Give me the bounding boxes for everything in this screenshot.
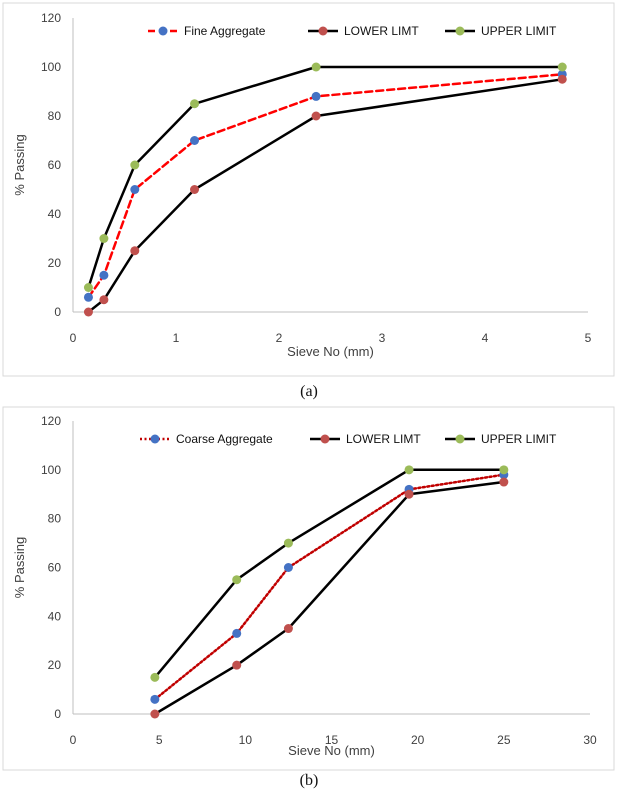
y-tick-label-b: 100 (41, 463, 61, 477)
data-point-b-0 (150, 694, 160, 704)
data-point-b-0 (283, 563, 293, 572)
chart-panel-b: 0 20 40 60 80 100 120 0 5 10 15 20 25 30 Sieve No (mm)… (0, 404, 618, 774)
caption-b: (b) (299, 772, 319, 789)
data-point-b-0 (232, 628, 242, 638)
data-point-a-0 (190, 136, 200, 145)
data-point-a-2 (190, 99, 200, 109)
data-point-b-2 (150, 672, 160, 682)
data-point-b-2 (232, 575, 242, 585)
data-point-a-2 (130, 160, 140, 170)
x-tick-label-b: 20 (411, 733, 425, 747)
data-point-b-2 (283, 538, 293, 548)
legend-label-b-1: LOWER LIMT (346, 432, 421, 446)
y-tick-label-a: 60 (48, 158, 62, 172)
x-axis-title-b: Sieve No (mm) (288, 743, 375, 758)
x-tick-label-a: 5 (585, 331, 592, 345)
y-tick-label-a: 20 (48, 256, 62, 270)
data-point-a-2 (557, 62, 567, 72)
x-tick-label-a: 4 (482, 331, 489, 345)
x-axis-title-a: Sieve No (mm) (287, 344, 374, 359)
caption-a: (a) (300, 383, 318, 400)
y-axis-title-a: % Passing (12, 134, 27, 195)
data-point-a-1 (130, 246, 140, 256)
legend-marker-b-1 (320, 434, 330, 444)
x-tick-label-a: 2 (276, 331, 283, 345)
data-point-a-1 (311, 111, 321, 121)
legend-label-b-2: UPPER LIMIT (481, 432, 557, 446)
data-point-a-2 (99, 234, 109, 243)
data-point-b-1 (283, 624, 293, 634)
data-point-b-2 (499, 465, 509, 475)
legend-label-b-0: Coarse Aggregate (176, 432, 273, 446)
y-axis-title-b: % Passing (12, 537, 27, 598)
x-tick-label-a: 1 (173, 331, 180, 345)
y-tick-label-b: 40 (48, 609, 62, 623)
chart-a: 0 20 40 60 80 100 120 0 1 2 3 4 5 Sieve No (mm) % Pass… (2, 2, 615, 377)
data-point-a-0 (83, 292, 93, 302)
x-tick-label-b: 15 (325, 733, 339, 747)
y-tick-label-b: 0 (54, 707, 61, 721)
legend-marker-a-1 (318, 26, 328, 36)
data-point-b-1 (404, 489, 414, 499)
data-point-b-2 (404, 465, 414, 475)
y-tick-label-a: 120 (41, 11, 61, 25)
data-point-a-2 (83, 283, 93, 292)
data-point-a-1 (190, 185, 200, 194)
chart-panel-a: 0 20 40 60 80 100 120 0 1 2 3 4 5 Sieve No (mm) % Pass… (0, 0, 618, 380)
legend-label-a-2: UPPER LIMIT (481, 24, 557, 38)
y-tick-label-a: 0 (54, 305, 61, 319)
data-point-b-1 (150, 709, 160, 719)
data-point-a-1 (83, 307, 93, 317)
data-point-b-1 (232, 660, 242, 670)
data-point-a-1 (99, 295, 109, 305)
y-tick-label-b: 80 (48, 512, 62, 526)
series-line-a-2 (87, 65, 564, 289)
series-line-a-0 (87, 73, 564, 299)
x-tick-label-a: 0 (70, 331, 77, 345)
x-tick-label-b: 30 (583, 733, 597, 747)
legend-marker-b-2 (455, 434, 465, 444)
legend-label-a-1: LOWER LIMT (344, 24, 419, 38)
legend-label-a-0: Fine Aggregate (184, 24, 266, 38)
legend-marker-a-2 (455, 26, 465, 36)
data-point-a-0 (311, 91, 321, 101)
chart-b-border (2, 406, 615, 771)
legend-marker-b-0 (150, 434, 160, 444)
data-point-b-1 (499, 477, 509, 487)
data-point-a-0 (99, 270, 109, 280)
chart-a-border (2, 2, 615, 377)
x-tick-label-b: 0 (70, 733, 77, 747)
data-point-a-1 (557, 74, 567, 84)
legend-marker-a-0 (158, 26, 168, 36)
y-tick-label-b: 60 (48, 561, 62, 575)
x-tick-label-b: 5 (156, 733, 163, 747)
x-tick-label-b: 10 (239, 733, 253, 747)
data-point-a-0 (130, 185, 140, 194)
y-tick-label-a: 100 (41, 60, 61, 74)
x-tick-label-a: 3 (379, 331, 386, 345)
y-tick-label-b: 120 (41, 414, 61, 428)
data-point-a-2 (311, 62, 321, 72)
y-tick-label-b: 20 (48, 658, 62, 672)
x-tick-label-b: 25 (497, 733, 511, 747)
y-tick-label-a: 80 (48, 109, 62, 123)
y-tick-label-a: 40 (48, 207, 62, 221)
chart-b: 0 20 40 60 80 100 120 0 5 10 15 20 25 30 Sieve No (mm)… (2, 406, 615, 771)
